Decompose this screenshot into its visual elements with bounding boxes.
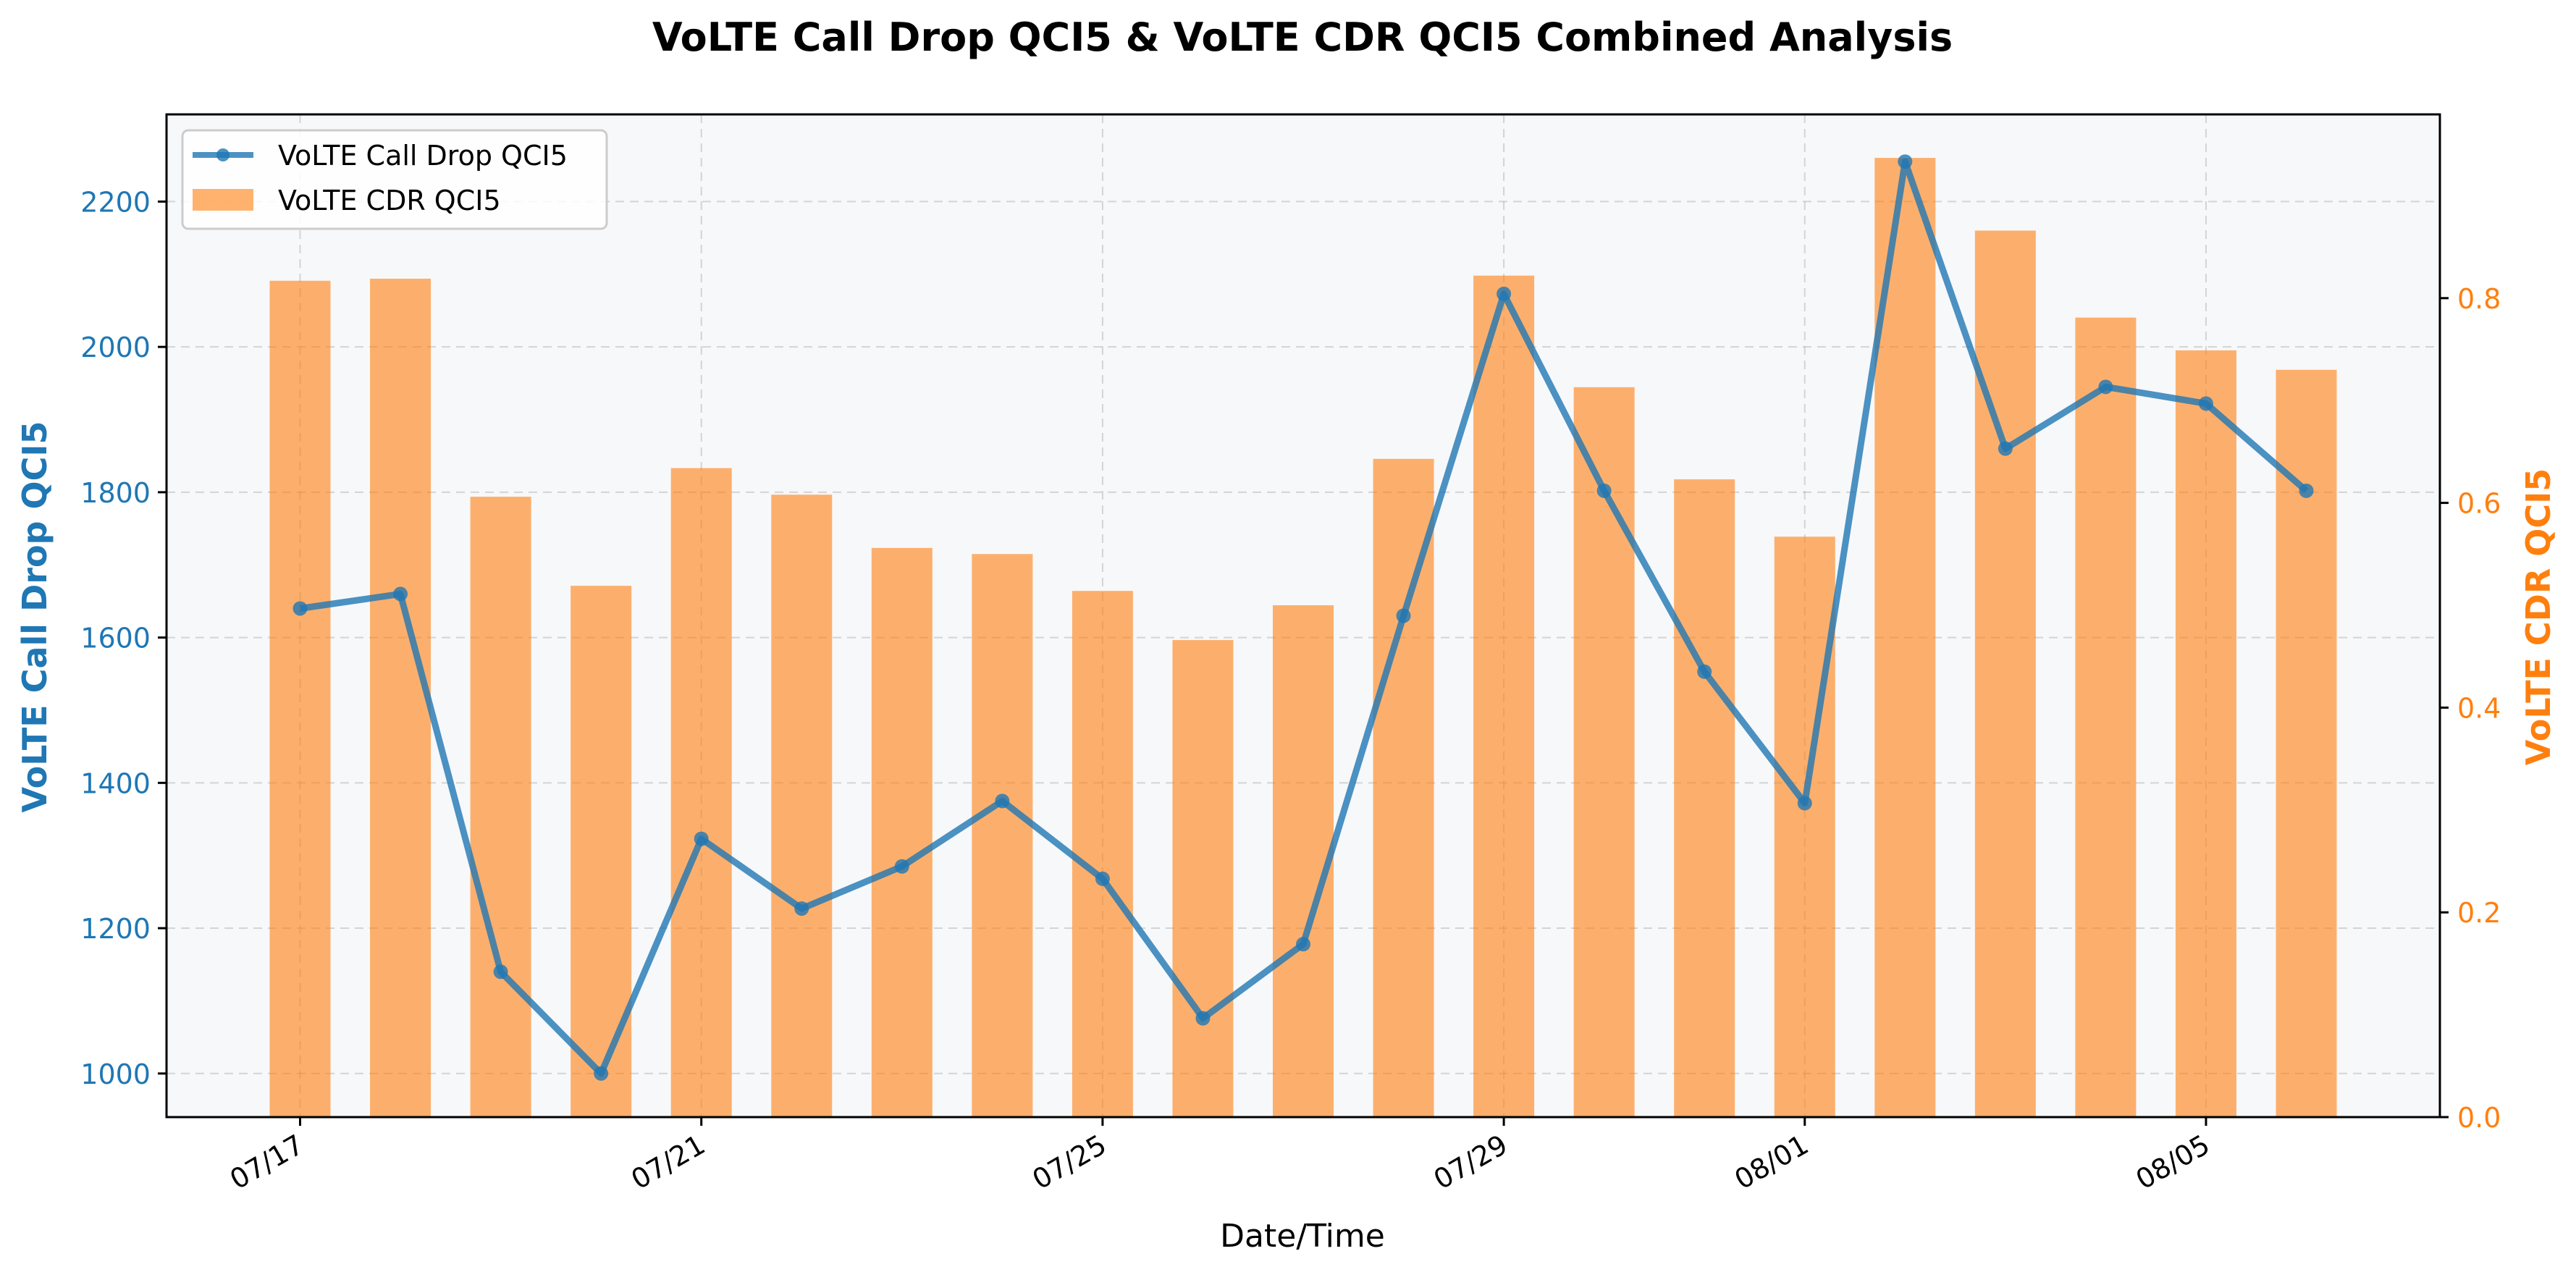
call-drop-point xyxy=(995,793,1010,809)
call-drop-point xyxy=(2299,483,2314,498)
x-tick-label: 07/21 xyxy=(626,1129,710,1196)
chart-title: VoLTE Call Drop QCI5 & VoLTE CDR QCI5 Co… xyxy=(652,14,1953,60)
call-drop-point xyxy=(1396,608,1411,623)
legend-line-marker xyxy=(216,148,230,161)
y-tick-label-left: 2200 xyxy=(80,186,151,218)
call-drop-point xyxy=(1998,441,2013,456)
cdr-bar xyxy=(1172,640,1234,1117)
y-tick-label-left: 1000 xyxy=(80,1058,151,1090)
call-drop-point xyxy=(2198,396,2213,411)
cdr-bar xyxy=(2075,317,2137,1117)
cdr-bar xyxy=(1373,458,1434,1117)
call-drop-point xyxy=(292,601,308,616)
legend-label-cdr: VoLTE CDR QCI5 xyxy=(278,185,501,216)
cdr-bar xyxy=(1874,158,1936,1117)
call-drop-point xyxy=(393,586,408,602)
call-drop-point xyxy=(1195,1011,1211,1026)
cdr-bar xyxy=(1573,387,1635,1117)
cdr-bar xyxy=(2175,350,2236,1117)
call-drop-point xyxy=(1797,796,1812,811)
call-drop-point xyxy=(1596,483,1612,498)
y-tick-label-left: 1800 xyxy=(80,477,151,509)
cdr-bar xyxy=(1072,591,1133,1117)
legend-label-call-drop: VoLTE Call Drop QCI5 xyxy=(278,140,568,172)
cdr-bar xyxy=(1273,605,1334,1117)
cdr-bar xyxy=(1674,479,1735,1117)
plot-frame xyxy=(165,113,2441,1119)
y-tick-label-left: 1200 xyxy=(80,913,151,945)
y-tick-label-right: 0.6 xyxy=(2457,488,2501,520)
cdr-bar xyxy=(470,497,531,1117)
x-tick-label: 07/25 xyxy=(1027,1129,1112,1196)
y-axis-label-left: VoLTE Call Drop QCI5 xyxy=(15,421,54,813)
legend-box xyxy=(181,129,608,230)
cdr-bar xyxy=(1974,230,2036,1117)
cdr-bar xyxy=(1774,536,1835,1117)
legend: VoLTE Call Drop QCI5 VoLTE CDR QCI5 xyxy=(181,129,608,230)
y-tick-label-left: 1600 xyxy=(80,623,151,654)
call-drop-point xyxy=(2098,379,2113,395)
x-axis-label: Date/Time xyxy=(1220,1218,1385,1255)
call-drop-point xyxy=(1898,154,1913,169)
y-tick-label-left: 1400 xyxy=(80,767,151,799)
x-tick-label: 08/05 xyxy=(2131,1129,2215,1196)
cdr-bar xyxy=(571,586,632,1117)
call-drop-point xyxy=(594,1066,609,1081)
call-drop-point xyxy=(794,901,809,916)
call-drop-point xyxy=(493,964,508,980)
y-tick-label-right: 0.2 xyxy=(2457,897,2501,929)
x-tick-label: 07/29 xyxy=(1428,1129,1513,1196)
y-tick-label-right: 0.0 xyxy=(2457,1102,2501,1134)
call-drop-point xyxy=(1095,871,1110,886)
y-tick-label-right: 0.4 xyxy=(2457,692,2501,724)
x-tick-label: 08/01 xyxy=(1729,1129,1814,1196)
call-drop-point xyxy=(694,831,709,846)
call-drop-point xyxy=(1697,664,1712,679)
legend-bar-swatch xyxy=(193,189,253,211)
cdr-bar xyxy=(1473,275,1535,1118)
cdr-bar xyxy=(269,280,331,1118)
y-axis-label-right: VoLTE CDR QCI5 xyxy=(2519,468,2558,766)
call-drop-point xyxy=(894,859,909,874)
cdr-bar xyxy=(972,554,1033,1117)
cdr-bar xyxy=(871,547,933,1117)
y-tick-label-left: 2000 xyxy=(80,332,151,363)
call-drop-point xyxy=(1497,286,1512,301)
cdr-bar xyxy=(771,494,833,1117)
cdr-bar xyxy=(670,468,732,1117)
call-drop-point xyxy=(1296,937,1310,952)
cdr-bar xyxy=(370,278,432,1118)
y-tick-label-right: 0.8 xyxy=(2457,283,2501,315)
x-tick-label: 07/17 xyxy=(224,1129,309,1196)
cdr-bar xyxy=(2276,369,2337,1118)
